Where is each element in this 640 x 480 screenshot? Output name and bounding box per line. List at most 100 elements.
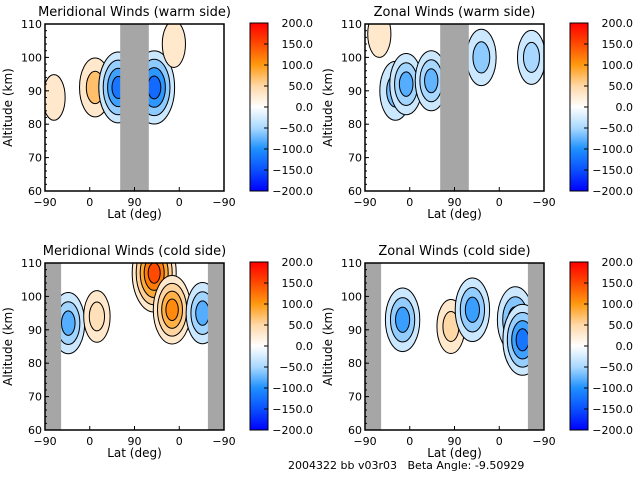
contour-4-level-1 (161, 24, 186, 68)
colorbar-tick-label: 100.0 (602, 298, 634, 311)
colorbar-tick-label: −200.0 (592, 185, 633, 198)
contour-field (367, 24, 544, 121)
y-axis-label: Altitude (km) (321, 307, 335, 386)
y-tick-label: 70 (28, 391, 42, 404)
x-axis-label: Lat (deg) (427, 446, 482, 460)
contour-3-level-5 (147, 263, 161, 284)
y-tick-label: 90 (348, 324, 362, 337)
contour-5-level-4 (515, 328, 530, 352)
x-tick-label: −90 (212, 435, 235, 448)
colorbar-tick-label: 100.0 (282, 298, 314, 311)
footer-caption: 2004322 bb v03r03 Beta Angle: -9.50929 (288, 459, 524, 472)
no-data-band (527, 263, 544, 430)
contour-2-level-2 (88, 301, 106, 332)
y-tick-label: 80 (28, 118, 42, 131)
x-axis-label: Lat (deg) (107, 446, 162, 460)
colorbar-tick-label: 0.0 (296, 101, 314, 114)
colorbar-tick-label: −50.0 (599, 361, 633, 374)
y-tick-label: 80 (348, 357, 362, 370)
colorbar-tick-label: 150.0 (282, 277, 314, 290)
contour-5-level-3 (195, 300, 210, 326)
contour-field (45, 24, 186, 125)
colorbar-tick-label: −50.0 (279, 122, 313, 135)
colorbar-tick-label: 50.0 (289, 319, 314, 332)
y-tick-label: 110 (21, 257, 42, 270)
colorbar-tick-label: −100.0 (592, 382, 633, 395)
contour-field (384, 277, 543, 376)
y-axis-label: Altitude (km) (1, 307, 15, 386)
colorbar-tick-label: 200.0 (282, 256, 314, 269)
colorbar-tick-label: 100.0 (602, 59, 634, 72)
x-tick-label: 0 (176, 435, 183, 448)
x-tick-label: 90 (128, 435, 142, 448)
colorbar-tick-label: 200.0 (282, 17, 314, 30)
x-tick-label: 90 (448, 196, 462, 209)
colorbar-tick-label: −100.0 (272, 143, 313, 156)
x-axis-label: Lat (deg) (107, 207, 162, 221)
contour-5-level-1 (45, 74, 66, 121)
footer-date: 2004322 (288, 459, 337, 472)
colorbar-tick-label: 100.0 (282, 59, 314, 72)
footer-beta-value: -9.50929 (474, 459, 525, 472)
no-data-band (440, 24, 469, 191)
panel-2: 60 70 80 90 100 110 −90 0 90 0 −90 Zonal Winds (war… (321, 5, 633, 221)
contour-6-level-2 (522, 41, 540, 73)
contour-5-level-2 (472, 41, 491, 74)
contour-1-level-1 (367, 24, 392, 58)
contour-4-level-3 (424, 68, 439, 94)
y-tick-label: 80 (348, 118, 362, 131)
y-axis-label: Altitude (km) (321, 68, 335, 147)
panel-3: 60 70 80 90 100 110 −90 0 90 0 −90 Meridional Winds… (1, 244, 314, 460)
colorbar-tick-label: 200.0 (602, 17, 634, 30)
x-tick-label: 0 (406, 196, 413, 209)
colorbar-tick-label: 150.0 (602, 38, 634, 51)
y-tick-label: 60 (348, 424, 362, 437)
y-tick-label: 70 (348, 152, 362, 165)
y-tick-label: 100 (21, 51, 42, 64)
colorbar-tick-label: −50.0 (279, 361, 313, 374)
x-tick-label: −90 (212, 196, 235, 209)
colorbar-tick-label: −100.0 (272, 382, 313, 395)
contour-4-level-4 (165, 298, 179, 322)
colorbar-tick-label: 200.0 (602, 256, 634, 269)
chart-title: Zonal Winds (cold side) (378, 244, 530, 259)
y-tick-label: 70 (348, 391, 362, 404)
chart-title: Meridional Winds (cold side) (43, 244, 226, 259)
y-tick-label: 60 (28, 185, 42, 198)
y-tick-label: 60 (348, 185, 362, 198)
colorbar-tick-label: −200.0 (592, 424, 633, 437)
y-tick-label: 100 (21, 290, 42, 303)
y-tick-label: 90 (348, 85, 362, 98)
x-tick-label: 90 (448, 435, 462, 448)
no-data-band (365, 263, 382, 430)
y-tick-label: 90 (28, 324, 42, 337)
colorbar-tick-label: 0.0 (616, 101, 634, 114)
footer-beta-label: Beta Angle: (407, 459, 472, 472)
contour-3-level-3 (464, 296, 480, 323)
x-tick-label: 0 (86, 196, 93, 209)
contour-1-level-3 (395, 306, 411, 333)
y-tick-label: 60 (28, 424, 42, 437)
no-data-band (207, 263, 224, 430)
colorbar-tick-label: 150.0 (602, 277, 634, 290)
x-tick-label: 0 (496, 435, 503, 448)
x-tick-label: 90 (128, 196, 142, 209)
colorbar-tick-label: −150.0 (272, 403, 313, 416)
x-axis-label: Lat (deg) (427, 207, 482, 221)
y-tick-label: 110 (21, 18, 42, 31)
x-tick-label: −90 (33, 435, 56, 448)
colorbar-tick-label: −200.0 (272, 185, 313, 198)
colorbar-tick-label: −150.0 (592, 164, 633, 177)
footer-version: bb v03r03 (340, 459, 398, 472)
x-tick-label: 0 (176, 196, 183, 209)
colorbar-tick-label: −200.0 (272, 424, 313, 437)
x-tick-label: 0 (496, 196, 503, 209)
x-tick-label: 0 (86, 435, 93, 448)
y-tick-label: 100 (341, 290, 362, 303)
colorbar-tick-label: 0.0 (616, 340, 634, 353)
colorbar-tick-label: −50.0 (599, 122, 633, 135)
contour-1-level-3 (60, 310, 76, 336)
x-tick-label: 0 (406, 435, 413, 448)
y-tick-label: 70 (28, 152, 42, 165)
